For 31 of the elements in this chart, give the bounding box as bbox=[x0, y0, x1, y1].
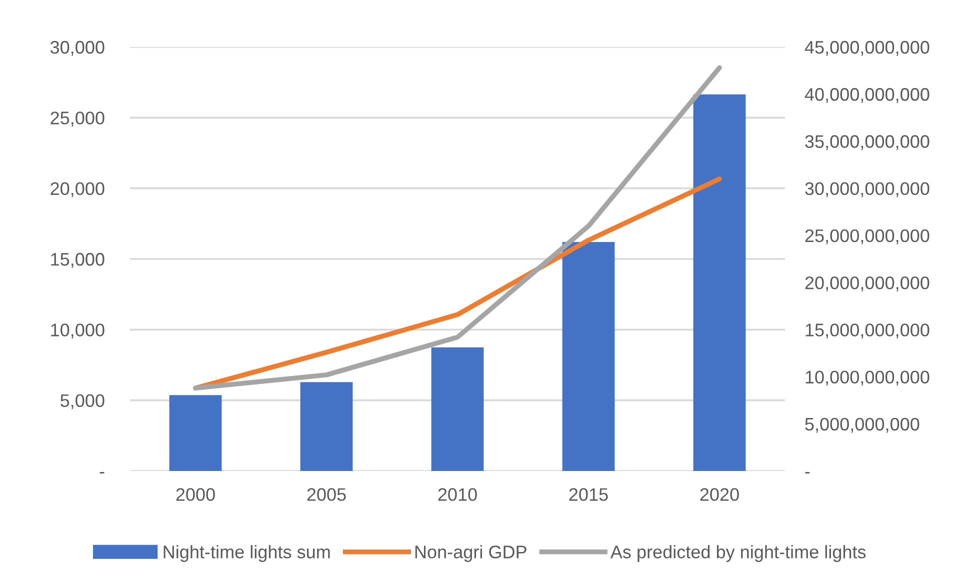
y2-tick-label: 35,000,000,000 bbox=[805, 135, 930, 150]
bar bbox=[562, 242, 615, 471]
y-tick-label: 25,000 bbox=[50, 112, 104, 127]
x-tick-label: 2000 bbox=[176, 488, 215, 501]
line-series bbox=[193, 65, 722, 391]
x-tick-label: 2005 bbox=[307, 488, 346, 501]
y-tick-label: 5,000 bbox=[60, 394, 104, 410]
y-tick-label: 20,000 bbox=[50, 182, 104, 198]
y2-tick-label: 10,000,000,000 bbox=[806, 370, 930, 386]
y2-tick-label: 20,000,000,000 bbox=[805, 276, 930, 292]
bar bbox=[693, 94, 746, 471]
x-tick-label: 2020 bbox=[700, 488, 739, 501]
y2-tick-label: 15,000,000,000 bbox=[806, 324, 930, 339]
bar bbox=[300, 382, 353, 471]
legend-label: Non-agri GDP bbox=[415, 545, 526, 562]
legend-label: As predicted by night-time lights bbox=[610, 545, 866, 562]
y2-tick-label: 25,000,000,000 bbox=[805, 229, 930, 244]
bar bbox=[431, 347, 484, 471]
y-tick-label: 15,000 bbox=[51, 252, 104, 268]
y-tick-label: 10,000 bbox=[51, 324, 104, 339]
y-tick-label: 30,000 bbox=[50, 40, 104, 56]
x-tick-label: 2010 bbox=[438, 488, 477, 501]
legend-label: Night-time lights sum bbox=[164, 545, 330, 562]
y2-tick-label: 5,000,000,000 bbox=[805, 418, 920, 433]
y2-tick-label: 45,000,000,000 bbox=[804, 40, 930, 56]
y2-tick-label: 40,000,000,000 bbox=[804, 88, 930, 103]
y-tick-label: - bbox=[100, 472, 104, 474]
y2-tick-label: 30,000,000,000 bbox=[805, 182, 930, 198]
x-tick-label: 2015 bbox=[569, 488, 608, 501]
y2-tick-label: - bbox=[805, 472, 810, 474]
bar bbox=[169, 395, 222, 471]
